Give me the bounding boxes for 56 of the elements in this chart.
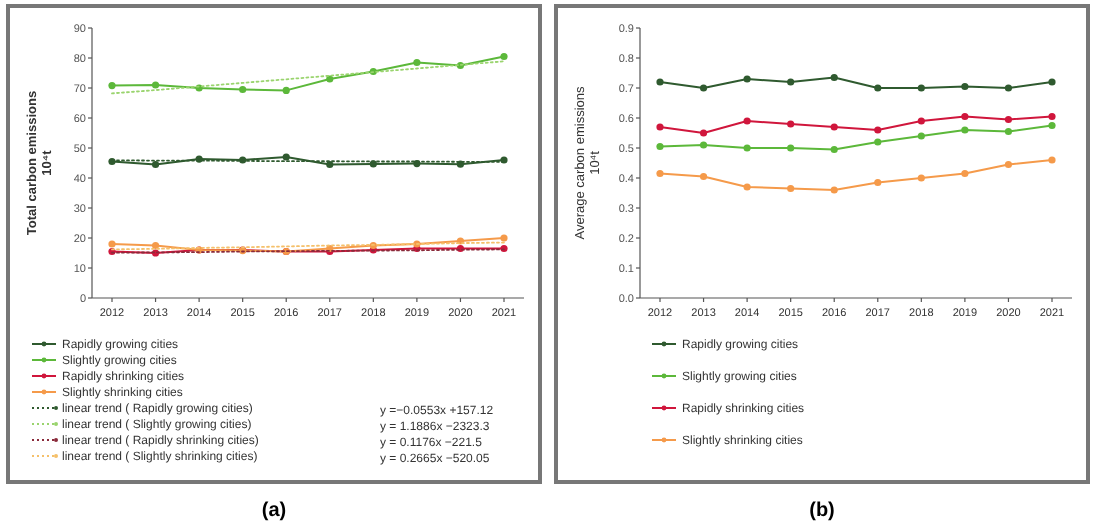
point (830, 123, 838, 131)
point (743, 75, 751, 83)
point (239, 85, 247, 94)
point (961, 82, 969, 91)
point (699, 172, 708, 181)
point (787, 144, 795, 152)
point (830, 145, 838, 154)
point (787, 120, 795, 128)
point (743, 144, 751, 152)
point (917, 132, 925, 140)
point (1004, 115, 1013, 124)
point (108, 82, 116, 90)
point (961, 169, 969, 178)
text: (b) (809, 500, 835, 522)
point (917, 117, 925, 125)
point (108, 240, 116, 248)
point (961, 126, 969, 134)
point (874, 84, 882, 92)
point (743, 183, 751, 191)
point (917, 174, 925, 182)
point (500, 234, 508, 242)
point (326, 160, 334, 169)
point (1004, 127, 1013, 136)
point (787, 78, 795, 86)
point (743, 117, 751, 125)
point (326, 75, 334, 83)
point (874, 126, 882, 134)
point (1004, 160, 1013, 169)
point (282, 153, 290, 161)
point (282, 86, 290, 94)
point (699, 141, 708, 149)
point (656, 78, 664, 86)
point (151, 81, 160, 89)
point (917, 84, 925, 92)
point (830, 73, 838, 82)
point (656, 142, 664, 151)
point (369, 160, 377, 168)
point (787, 184, 795, 193)
point (1048, 78, 1056, 86)
point (656, 169, 664, 178)
point (699, 84, 708, 92)
point (500, 52, 508, 61)
point (874, 138, 882, 146)
point (961, 112, 969, 121)
point (151, 160, 160, 169)
point (413, 58, 421, 67)
point (874, 178, 882, 187)
point (830, 186, 838, 194)
point (1048, 121, 1056, 130)
point (699, 129, 708, 137)
point (1004, 84, 1013, 92)
point (1048, 112, 1056, 121)
point (1048, 156, 1056, 164)
point (151, 241, 160, 250)
point (656, 123, 664, 131)
text: (a) (261, 500, 287, 522)
